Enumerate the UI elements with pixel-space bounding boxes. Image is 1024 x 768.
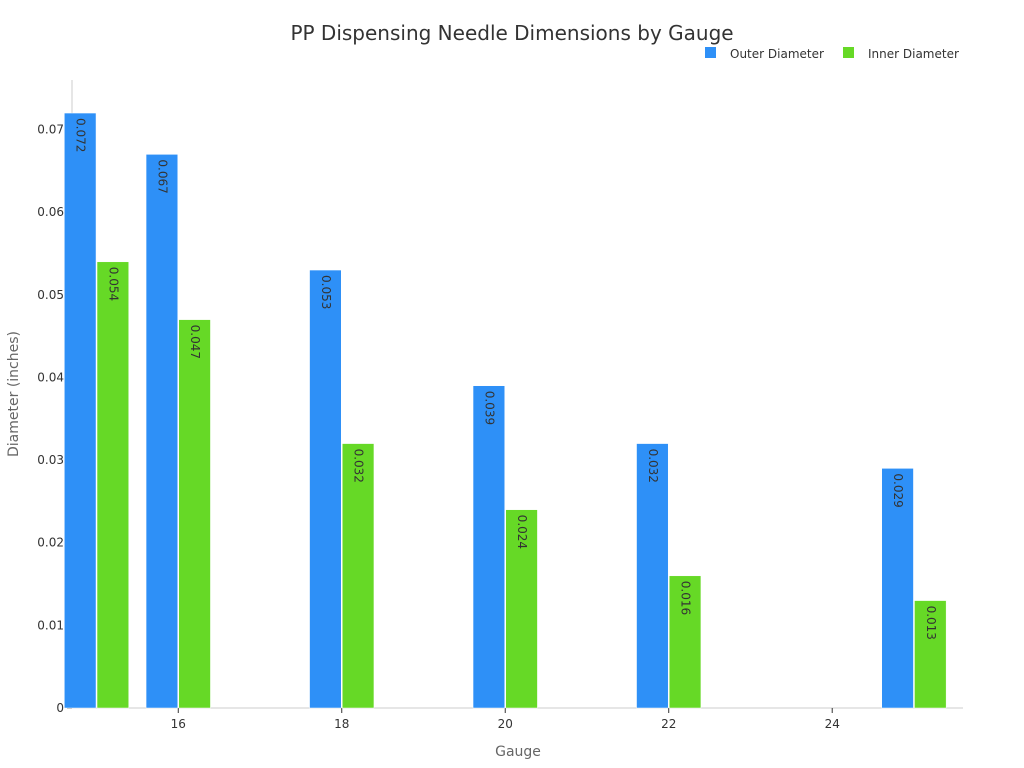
x-tick-label: 22	[661, 717, 676, 731]
legend-label: Outer Diameter	[730, 47, 824, 61]
bar-value-label: 0.024	[515, 515, 529, 549]
bar-value-label: 0.072	[74, 118, 88, 152]
bar-value-label: 0.016	[679, 581, 693, 615]
bar-inner-diameter[interactable]	[178, 319, 211, 709]
bar-inner-diameter[interactable]	[668, 575, 702, 709]
y-tick-label: 0.01	[37, 618, 64, 632]
bar-value-label: 0.039	[482, 391, 496, 425]
y-tick-label: 0.02	[37, 536, 64, 550]
y-tick-label: 0.05	[37, 288, 64, 302]
legend: Outer Diameter Inner Diameter	[705, 47, 959, 61]
bar-outer-diameter[interactable]	[636, 443, 669, 709]
bar-inner-diameter[interactable]	[342, 443, 375, 709]
bar-value-label: 0.029	[891, 473, 905, 507]
legend-label: Inner Diameter	[868, 47, 959, 61]
bar-value-label: 0.053	[319, 275, 333, 309]
y-tick-label: 0.04	[37, 370, 64, 384]
bar-value-label: 0.067	[155, 159, 169, 193]
x-axis: 16 18 20 22 24	[72, 707, 963, 731]
bar-outer-diameter[interactable]	[472, 385, 505, 709]
y-tick-label: 0.03	[37, 453, 64, 467]
bar-value-label: 0.047	[188, 325, 202, 359]
bar-value-label: 0.032	[352, 449, 366, 483]
bar-value-label: 0.032	[646, 449, 660, 483]
x-tick-label: 18	[334, 717, 349, 731]
legend-swatch	[705, 47, 716, 58]
x-tick-label: 20	[498, 717, 513, 731]
bars: 0.072 0.054 0.067 0.047 0.053 0.032 0.039 0.024…	[64, 112, 947, 709]
x-tick-label: 24	[825, 717, 840, 731]
bar-inner-diameter[interactable]	[914, 600, 947, 709]
bar-outer-diameter[interactable]	[881, 468, 914, 709]
y-tick-label: 0.06	[37, 205, 64, 219]
y-tick-label: 0	[56, 701, 64, 715]
legend-swatch	[843, 47, 854, 58]
bar-outer-diameter[interactable]	[309, 269, 342, 709]
y-axis-title: Diameter (inches)	[6, 331, 22, 457]
x-axis-title: Gauge	[495, 744, 541, 760]
bar-inner-diameter[interactable]	[505, 509, 538, 709]
bar-outer-diameter[interactable]	[145, 154, 179, 709]
y-tick-label: 0.07	[37, 123, 64, 137]
x-tick-label: 16	[171, 717, 186, 731]
chart-title: PP Dispensing Needle Dimensions by Gauge	[290, 21, 733, 45]
bar-outer-diameter[interactable]	[64, 112, 97, 709]
bar-value-label: 0.013	[924, 606, 938, 640]
bar-value-label: 0.054	[106, 267, 120, 301]
bar-inner-diameter[interactable]	[96, 261, 129, 709]
